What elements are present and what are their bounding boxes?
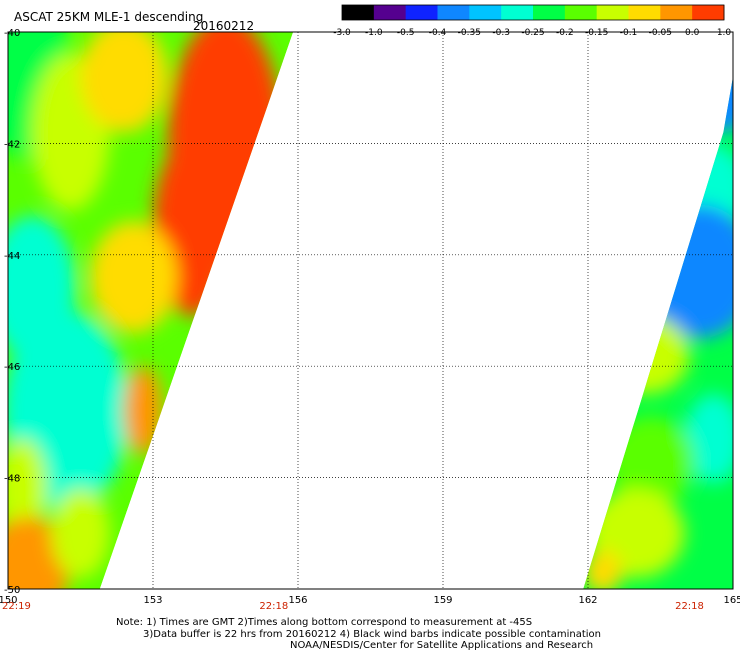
heatmap-cell [80, 32, 168, 133]
colorbar-swatch [692, 5, 725, 20]
colorbar-swatch [405, 5, 438, 20]
time-label: 22:18 [259, 601, 288, 612]
x-tick-label: 153 [143, 595, 162, 606]
colorbar-swatch [628, 5, 661, 20]
colorbar-tick-label: -0.35 [458, 28, 481, 38]
note-line-2: 3)Data buffer is 22 hrs from 20160212 4)… [143, 629, 601, 640]
heatmap-cell [583, 550, 622, 589]
chart-title: ASCAT 25KM MLE-1 descending [14, 10, 203, 24]
x-tick-label: 156 [288, 595, 307, 606]
y-tick-label: -46 [4, 362, 20, 373]
colorbar-tick-label: 0.0 [685, 28, 700, 38]
swath-patches [8, 32, 284, 589]
note-line-3: NOAA/NESDIS/Center for Satellite Applica… [290, 640, 593, 650]
colorbar-swatch [533, 5, 566, 20]
y-tick-label: -48 [4, 474, 20, 485]
colorbar-swatch [660, 5, 693, 20]
heatmap-cell [8, 516, 71, 589]
colorbar-tick-label: -0.4 [429, 28, 447, 38]
heatmap-cell [90, 221, 178, 333]
time-label: 22:19 [2, 601, 31, 612]
colorbar-swatch [342, 5, 375, 20]
colorbar-swatch [469, 5, 502, 20]
colorbar-tick-label: -1.0 [365, 28, 383, 38]
chart-date: 20160212 [193, 19, 254, 33]
colorbar-swatch [437, 5, 470, 20]
swath-east [583, 76, 733, 589]
y-tick-label: -42 [4, 139, 20, 150]
heatmap-cell [641, 204, 733, 339]
colorbar-tick-label: -0.3 [492, 28, 510, 38]
heatmap-cell [602, 316, 690, 395]
colorbar-tick-label: -0.5 [397, 28, 415, 38]
map-area [8, 32, 733, 589]
colorbar-tick-label: -0.25 [521, 28, 544, 38]
colorbar-swatch [564, 5, 598, 20]
colorbar-tick-label: -3.0 [333, 28, 351, 38]
colorbar-tick-label: -0.05 [649, 28, 672, 38]
swath-west [8, 32, 294, 589]
plot-frame [7, 31, 734, 590]
colorbar: -3.0 -1.0 -0.5 -0.4 -0.35 -0.3 -0.25 -0.2 -0.15 -… [333, 4, 732, 38]
colorbar-tick-label: -0.15 [585, 28, 608, 38]
colorbar-tick-label: -0.1 [620, 28, 638, 38]
colorbar-frame [341, 4, 725, 21]
colorbar-tick-label: 1.0 [717, 28, 732, 38]
note-line-1: Note: 1) Times are GMT 2)Times along bot… [116, 617, 532, 628]
heatmap-cell [684, 394, 733, 484]
heatmap-cell [123, 366, 163, 456]
x-tick-label: 159 [433, 595, 452, 606]
colorbar-swatch [501, 5, 534, 20]
heatmap-cell [51, 488, 110, 578]
x-tick-label: 150 [0, 595, 18, 606]
y-tick-label: -50 [4, 585, 20, 596]
colorbar-tick-label: -0.2 [556, 28, 574, 38]
heatmap-cell [8, 438, 47, 539]
colorbar-swatch [373, 5, 407, 20]
x-tick-label: 162 [578, 595, 597, 606]
time-label: 22:18 [675, 601, 704, 612]
y-tick-label: -44 [4, 251, 20, 262]
y-tick-label: -40 [4, 28, 20, 39]
axes: 150 153 156 159 162 165 -40 -42 -44 -46 -48 -50 22:1… [0, 28, 740, 612]
x-tick-label: 165 [723, 595, 740, 606]
colorbar-swatch [596, 5, 629, 20]
